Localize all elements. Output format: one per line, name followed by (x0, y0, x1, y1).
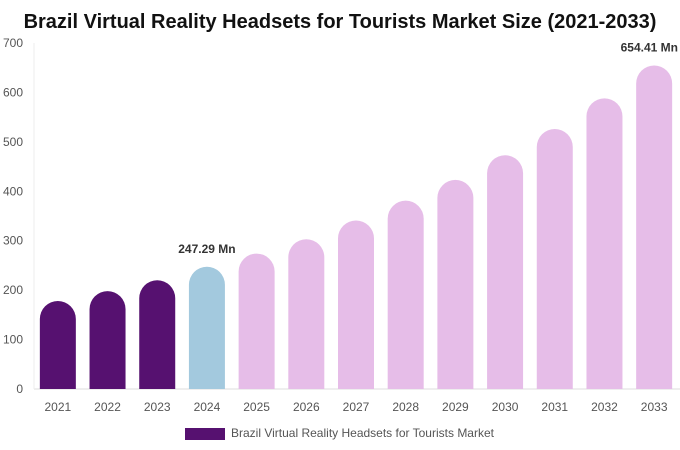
bar-2031 (536, 129, 573, 389)
legend-swatch (185, 428, 225, 440)
y-tick-label: 100 (3, 333, 23, 347)
y-tick-label: 400 (3, 184, 23, 198)
data-label: 654.41 Mn (621, 41, 678, 55)
x-tick-label: 2022 (94, 400, 121, 414)
bar-2033 (636, 65, 673, 389)
bar-2032 (586, 98, 623, 390)
bar-2027 (338, 220, 374, 389)
x-tick-label: 2026 (293, 400, 320, 414)
y-tick-label: 200 (3, 283, 23, 297)
bar-2028 (387, 200, 424, 389)
bar-2024 (188, 266, 225, 389)
data-label: 247.29 Mn (178, 242, 235, 256)
x-tick-label: 2032 (591, 400, 618, 414)
x-tick-label: 2024 (194, 400, 221, 414)
y-tick-label: 300 (3, 234, 23, 248)
y-tick-label: 500 (3, 135, 23, 149)
x-tick-label: 2025 (243, 400, 270, 414)
bar-2023 (139, 280, 176, 389)
x-tick-label: 2029 (442, 400, 469, 414)
bars-group (39, 65, 673, 390)
x-tick-label: 2028 (392, 400, 419, 414)
bar-2030 (487, 155, 524, 389)
bar-2029 (437, 179, 474, 389)
y-axis: 0 100 200 300 400 500 600 700 (3, 36, 23, 396)
x-tick-label: 2023 (144, 400, 171, 414)
legend-label: Brazil Virtual Reality Headsets for Tour… (231, 426, 495, 440)
y-tick-label: 0 (16, 382, 23, 396)
bar-2021 (39, 301, 76, 389)
legend: Brazil Virtual Reality Headsets for Tour… (185, 426, 495, 440)
x-tick-label: 2031 (541, 400, 568, 414)
bar-2025 (238, 253, 275, 389)
x-tick-label: 2021 (44, 400, 71, 414)
bar-2026 (288, 239, 325, 389)
y-tick-label: 700 (3, 36, 23, 50)
data-labels: 247.29 Mn 654.41 Mn (178, 41, 678, 256)
x-axis-labels: 2021 2022 2023 2024 2025 2026 2027 2028 2029 2030… (44, 400, 667, 414)
y-tick-label: 600 (3, 85, 23, 99)
x-tick-label: 2027 (343, 400, 370, 414)
x-tick-label: 2030 (492, 400, 519, 414)
x-tick-label: 2033 (641, 400, 668, 414)
bar-2022 (89, 291, 126, 389)
chart-title: Brazil Virtual Reality Headsets for Tour… (24, 11, 657, 33)
